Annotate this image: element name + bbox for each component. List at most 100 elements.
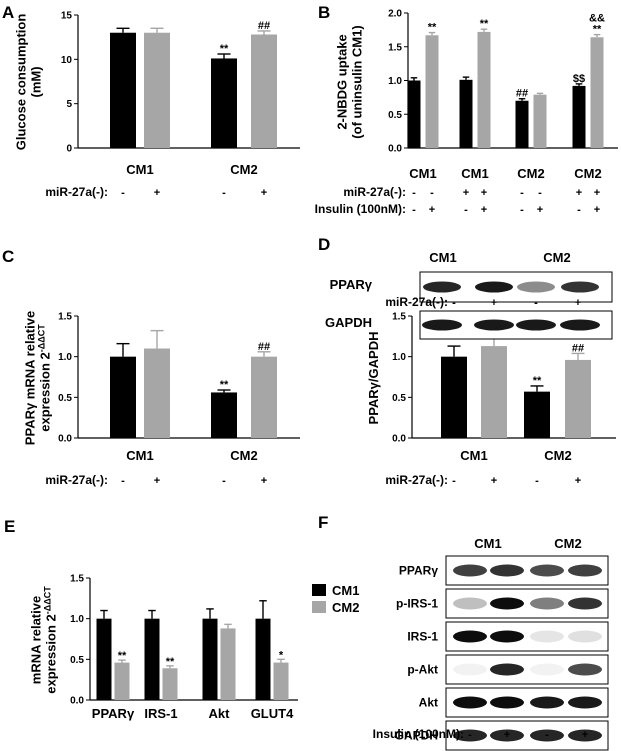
e-y-tick-label: 0.0 <box>70 696 84 707</box>
c-bar-0 <box>110 356 136 438</box>
b-bar-6 <box>572 85 586 148</box>
c-sig-3: ## <box>258 341 270 353</box>
blot-d-gapdh-band-1 <box>474 319 514 331</box>
b-cond-1-5: + <box>537 204 543 216</box>
a-y-label-line: Glucose consumption <box>14 14 29 151</box>
b-sig-1: ** <box>428 22 437 34</box>
blot-d-condition-label: miR-27a(-): <box>385 295 448 309</box>
blot-f-band-p-akt-3 <box>568 663 602 676</box>
blot-d-ppary-band-2 <box>517 281 555 293</box>
blot-d-ppary-band-3 <box>561 281 599 293</box>
blot-f-row-p-akt: p-Akt <box>407 663 438 677</box>
panel-label-f: F <box>318 513 328 532</box>
b-group-label-2: CM2 <box>517 166 544 181</box>
b-bar-4 <box>515 100 529 148</box>
blot-d-gapdh-band-2 <box>516 319 556 331</box>
blot-f-row-gapdh: GAPDH <box>395 729 438 743</box>
blot-d-cond-1: - <box>452 297 456 309</box>
blot-f-band-p-irs-1-1 <box>490 597 524 610</box>
blot-f-band-ppar--1 <box>490 564 524 577</box>
b-y-label: 2-NBDG uptake(of uninsulin CM1) <box>335 25 365 138</box>
c-cond-1: + <box>154 475 160 487</box>
blot-f-group-cm1: CM1 <box>474 536 501 551</box>
a-sig-2: ** <box>220 43 229 55</box>
d-y-label: PPARγ/GAPDH <box>366 332 381 425</box>
a-bar-2 <box>211 58 237 148</box>
c-y-label-sup: -ΔΔCT <box>37 324 47 352</box>
d-cond-0: - <box>452 475 456 487</box>
e-cm1-bar-0 <box>96 618 112 700</box>
western-blot-f: CM1 CM2 PPARγ p-IRS-1 IRS-1 p-Akt Akt GAPDH I… <box>373 536 609 751</box>
c-y-tick-label: 0.5 <box>58 393 72 404</box>
a-y-label: Glucose consumption(mM) <box>14 14 44 151</box>
a-y-tick-label: 10 <box>61 55 73 66</box>
e-sig-3: * <box>279 649 284 661</box>
c-y-label-line: expression 2 <box>38 352 53 432</box>
a-y-tick-label: 5 <box>66 99 72 110</box>
a-cond-0: - <box>121 187 125 199</box>
d-y-tick-label: 0.0 <box>392 434 406 445</box>
d-bar-3 <box>565 359 591 438</box>
b-cond-0-7: + <box>594 187 600 199</box>
blot-d-group-cm2: CM2 <box>543 250 570 265</box>
e-cm1-bar-3 <box>255 618 271 700</box>
d-y-label-line: PPARγ/GAPDH <box>366 332 381 425</box>
blot-f-cond-1: - <box>468 729 472 741</box>
blot-f-band-ppar--0 <box>453 564 487 577</box>
blot-d-bands <box>422 281 600 331</box>
e-cm2-bar-1 <box>162 668 178 700</box>
b-sig-top-7: && <box>589 13 605 25</box>
blot-f-band-irs-1-3 <box>568 630 602 643</box>
chart-e: 0.0 0.5 1.0 1.5 mRNA relativeexpression 2-ΔΔ… <box>29 574 298 721</box>
a-bar-0 <box>110 32 136 148</box>
e-group-label-1: IRS-1 <box>144 706 177 721</box>
b-y-tick-label: 2.0 <box>388 9 402 20</box>
d-sig-2: ** <box>533 375 542 387</box>
c-bar-1 <box>144 348 170 438</box>
blot-f-band-irs-1-0 <box>453 630 487 643</box>
b-y-tick-label: 1.5 <box>388 42 402 53</box>
a-cond-3: + <box>261 187 267 199</box>
c-cond-0: - <box>121 475 125 487</box>
b-cond-0-4: - <box>520 187 524 199</box>
c-bar-3 <box>251 356 277 438</box>
e-group-label-0: PPARγ <box>92 706 135 721</box>
d-cond-2: - <box>535 475 539 487</box>
b-bar-1 <box>425 35 439 148</box>
b-cond-1-7: + <box>594 204 600 216</box>
e-y-label-line: expression 2 <box>44 614 59 694</box>
legend-e: CM1 CM2 <box>312 583 359 615</box>
e-y-label-line: mRNA relative <box>29 596 44 684</box>
b-sig-7: ** <box>593 24 602 36</box>
d-group-label-1: CM2 <box>544 448 571 463</box>
panel-label-c: C <box>2 247 14 266</box>
b-sig-3: ** <box>480 18 489 30</box>
blot-f-band-p-akt-2 <box>530 663 564 676</box>
d-y-tick-label: 1.0 <box>392 352 406 363</box>
c-y-label-line: PPARγ mRNA relative <box>23 311 38 445</box>
blot-f-band-p-irs-1-2 <box>530 597 564 610</box>
blot-f-band-ppar--2 <box>530 564 564 577</box>
e-y-tick-label: 1.0 <box>70 614 84 625</box>
chart-d: 0.0 0.5 1.0 1.5 PPARγ/GAPDH ** ## CM1 CM2 miR-27a… <box>366 312 616 487</box>
d-y-tick-label: 0.5 <box>392 393 406 404</box>
blot-f-row-ppar-: PPARγ <box>399 564 438 578</box>
b-cond-1-3: + <box>481 204 487 216</box>
b-cond-0-1: - <box>430 187 434 199</box>
blot-d-cond-2: + <box>491 297 497 309</box>
e-sig-1: ** <box>166 656 175 668</box>
blot-f-band-akt-1 <box>490 696 524 709</box>
d-y-tick-label: 1.5 <box>392 312 406 323</box>
b-cond-1-2: - <box>464 204 468 216</box>
e-group-label-2: Akt <box>209 706 231 721</box>
b-cond-0-6: + <box>576 187 582 199</box>
b-cond-1-6: - <box>577 204 581 216</box>
panel-label-d: D <box>318 235 330 254</box>
b-cond-1-0: - <box>412 204 416 216</box>
d-sig-3: ## <box>572 342 584 354</box>
c-cond-2: - <box>222 475 226 487</box>
blot-f-band-gapdh-1 <box>490 729 524 742</box>
blot-d-row-gapdh: GAPDH <box>325 315 372 330</box>
b-y-tick-label: 0.0 <box>388 144 402 155</box>
